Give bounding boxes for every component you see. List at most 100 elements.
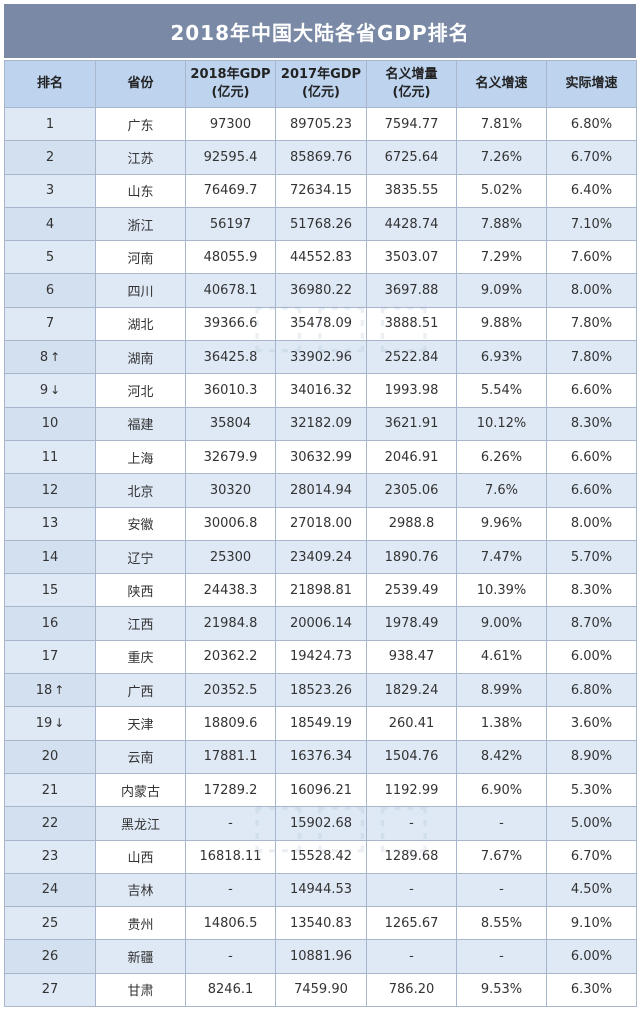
header-gdp-2018: 2018年GDP (亿元) [185, 60, 276, 108]
real-growth-cell: 6.70% [546, 839, 637, 874]
gdp-2018-cell: 20362.2 [185, 639, 276, 675]
gdp-2018-cell: 39366.6 [185, 306, 276, 342]
rank-cell: 18 ↑ [4, 673, 96, 708]
rank-number: 13 [41, 516, 59, 532]
gdp-2017-cell: 85869.76 [275, 140, 367, 175]
rank-number: 21 [41, 782, 59, 798]
nominal-increase-cell: 3697.88 [366, 273, 457, 308]
gdp-2018-cell: 36010.3 [185, 373, 276, 408]
province-cell: 福建 [95, 406, 186, 441]
nominal-growth-cell: 10.39% [456, 573, 547, 608]
table-row: 26 新疆 -10881.96- -6.00% [4, 939, 637, 974]
gdp-2017-cell: 32182.09 [275, 406, 367, 441]
header-real-growth: 实际增速 [546, 60, 637, 108]
nominal-growth-cell: 8.42% [456, 739, 547, 774]
nominal-growth-cell: 7.88% [456, 206, 547, 242]
nominal-growth-cell: 7.47% [456, 539, 547, 575]
nominal-increase-cell: 1192.99 [366, 772, 457, 808]
real-growth-cell: 8.30% [546, 573, 637, 608]
rank-cell: 16 [4, 606, 96, 641]
province-cell: 四川 [95, 273, 186, 308]
real-growth-cell: 8.00% [546, 506, 637, 541]
gdp-2017-cell: 34016.32 [275, 373, 367, 408]
nominal-increase-cell: 938.47 [366, 639, 457, 675]
nominal-increase-cell: 2522.84 [366, 340, 457, 375]
table-row: 24 吉林 -14944.53- -4.50% [4, 872, 637, 908]
nominal-growth-cell: 7.26% [456, 140, 547, 175]
nominal-increase-cell: 2305.06 [366, 473, 457, 508]
table-row: 7 湖北 39366.6 35478.09 3888.51 9.88% 7.80% [4, 306, 637, 342]
table-header-row: 排名 省份 2018年GDP (亿元) 2017年GDP (亿元) 名义增量 (亿元) 名义增速… [4, 60, 637, 108]
gdp-2018-cell: 76469.7 [185, 173, 276, 208]
nominal-growth-cell: 6.93% [456, 340, 547, 375]
table-row: 5 河南 48055.9 44552.83 3503.07 7.29% 7.60% [4, 240, 637, 275]
rank-number: 6 [45, 283, 55, 299]
table-row: 12 北京 30320 28014.94 2305.06 7.6% 6.60% [4, 473, 637, 508]
nominal-growth-cell: - [456, 939, 547, 974]
header-nominal-increase: 名义增量 (亿元) [366, 60, 457, 108]
rank-cell: 3 [4, 173, 96, 208]
table-row: 27 甘肃 8246.1 7459.90 786.20 9.53% 6.30% [4, 972, 637, 1008]
province-cell: 内蒙古 [95, 772, 186, 808]
province-cell: 甘肃 [95, 972, 186, 1008]
real-growth-cell: 8.30% [546, 406, 637, 441]
table-row: 13 安徽 30006.8 27018.00 2988.8 9.96% 8.00% [4, 506, 637, 541]
table-row: 21 内蒙古 17289.2 16096.21 1192.99 6.90% 5.30% [4, 772, 637, 808]
nominal-growth-cell: 7.29% [456, 240, 547, 275]
rank-cell: 21 [4, 772, 96, 808]
nominal-growth-cell: - [456, 806, 547, 841]
rank-number: 25 [41, 915, 59, 931]
rank-number: 19 [35, 715, 53, 731]
gdp-2017-cell: 18549.19 [275, 706, 367, 741]
table-row: 8 ↑ 湖南 36425.8 33902.96 2522.84 6.93% 7.80% [4, 340, 637, 375]
rank-cell: 7 [4, 306, 96, 342]
gdp-2017-cell: 14944.53 [275, 872, 367, 908]
rank-cell: 4 [4, 206, 96, 242]
nominal-growth-cell: 7.81% [456, 106, 547, 142]
real-growth-cell: 4.50% [546, 872, 637, 908]
rank-cell: 23 [4, 839, 96, 874]
province-cell: 云南 [95, 739, 186, 774]
rank-number: 3 [45, 183, 55, 199]
rank-cell: 6 [4, 273, 96, 308]
gdp-2017-cell: 33902.96 [275, 340, 367, 375]
rank-cell: 15 [4, 573, 96, 608]
gdp-2017-cell: 19424.73 [275, 639, 367, 675]
rank-number: 16 [41, 616, 59, 632]
gdp-2017-cell: 20006.14 [275, 606, 367, 641]
province-cell: 河北 [95, 373, 186, 408]
real-growth-cell: 7.80% [546, 306, 637, 342]
real-growth-cell: 6.00% [546, 639, 637, 675]
rank-number: 15 [41, 582, 59, 598]
rank-number: 24 [41, 882, 59, 898]
rank-number: 8 [39, 349, 49, 365]
province-cell: 辽宁 [95, 539, 186, 575]
table-row: 1 广东 97300 89705.23 7594.77 7.81% 6.80% [4, 106, 637, 142]
rank-number: 10 [41, 416, 59, 432]
rank-cell: 9 ↓ [4, 373, 96, 408]
header-label: 省份 [127, 76, 154, 91]
header-label: 名义增速 [475, 76, 528, 91]
rank-cell: 14 [4, 539, 96, 575]
real-growth-cell: 6.80% [546, 106, 637, 142]
header-nominal-growth: 名义增速 [456, 60, 547, 108]
header-label: 2017年GDP [280, 67, 362, 82]
rank-cell: 25 [4, 906, 96, 941]
gdp-2018-cell: 18809.6 [185, 706, 276, 741]
real-growth-cell: 5.30% [546, 772, 637, 808]
rank-cell: 11 [4, 439, 96, 475]
rank-cell: 26 [4, 939, 96, 974]
nominal-growth-cell: - [456, 872, 547, 908]
header-label: 排名 [36, 76, 63, 91]
real-growth-cell: 9.10% [546, 906, 637, 941]
province-cell: 贵州 [95, 906, 186, 941]
nominal-increase-cell: 1829.24 [366, 673, 457, 708]
gdp-2018-cell: 17289.2 [185, 772, 276, 808]
nominal-increase-cell: - [366, 939, 457, 974]
arrow-down-icon: ↓ [54, 715, 65, 730]
nominal-growth-cell: 7.67% [456, 839, 547, 874]
header-label: (亿元) [392, 85, 431, 100]
rank-number: 2 [45, 149, 55, 165]
rank-number: 23 [41, 849, 59, 865]
gdp-2018-cell: 14806.5 [185, 906, 276, 941]
